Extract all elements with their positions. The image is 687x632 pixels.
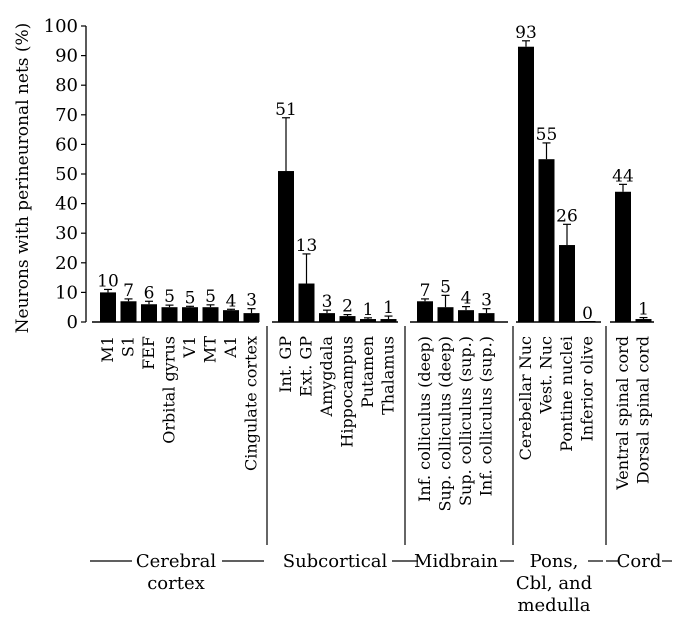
data-label: 55 bbox=[536, 125, 558, 145]
bar bbox=[518, 46, 534, 322]
bar bbox=[417, 301, 433, 322]
bar bbox=[478, 313, 495, 322]
data-label: 13 bbox=[296, 236, 318, 256]
group-label: Cerebral bbox=[136, 551, 217, 572]
category-label: Sup. colliculus (sup.) bbox=[456, 336, 475, 506]
data-label: 1 bbox=[638, 300, 649, 320]
data-label: 7 bbox=[420, 281, 431, 301]
bar bbox=[120, 301, 137, 322]
data-label: 1 bbox=[383, 298, 394, 318]
bar bbox=[319, 313, 335, 322]
category-label: Ext. GP bbox=[297, 336, 316, 397]
bar bbox=[278, 171, 294, 322]
y-tick-label: 90 bbox=[55, 46, 78, 67]
category-label: A1 bbox=[221, 336, 240, 359]
category-label: Putamen bbox=[358, 336, 377, 408]
y-tick-label: 40 bbox=[55, 194, 78, 215]
data-label: 44 bbox=[612, 166, 634, 186]
category-label: Hippocampus bbox=[338, 336, 357, 448]
category-label: Cerebellar Nuc bbox=[516, 336, 535, 460]
category-label: Orbital gyrus bbox=[160, 336, 179, 444]
y-tick-label: 50 bbox=[55, 164, 78, 185]
bar bbox=[458, 310, 474, 322]
bar bbox=[360, 319, 376, 322]
bar bbox=[635, 319, 652, 322]
bars-layer bbox=[100, 40, 652, 322]
y-tick-label: 10 bbox=[55, 282, 78, 303]
data-label: 3 bbox=[481, 291, 492, 311]
data-label: 7 bbox=[123, 281, 134, 301]
group-label: Cbl, and bbox=[516, 573, 592, 594]
category-label: V1 bbox=[180, 336, 199, 359]
bar bbox=[182, 307, 198, 322]
group-label: cortex bbox=[147, 573, 205, 594]
group-label: Subcortical bbox=[283, 551, 388, 572]
data-label: 93 bbox=[515, 23, 537, 43]
bar bbox=[579, 321, 596, 322]
category-label: Inf. colliculus (sup.) bbox=[477, 336, 496, 496]
bar bbox=[339, 316, 356, 322]
category-label: M1 bbox=[98, 336, 117, 363]
group-label: Midbrain bbox=[414, 551, 498, 572]
bar bbox=[141, 304, 157, 322]
data-label: 3 bbox=[246, 291, 257, 311]
category-label: Dorsal spinal cord bbox=[634, 336, 653, 484]
data-label: 4 bbox=[226, 291, 237, 311]
category-label: S1 bbox=[119, 336, 138, 357]
category-label: Inf. colliculus (deep) bbox=[415, 336, 434, 502]
group-label: medulla bbox=[517, 595, 590, 616]
bar bbox=[223, 310, 239, 322]
data-label: 3 bbox=[322, 292, 333, 312]
bar bbox=[615, 191, 631, 322]
category-label: Pontine nuclei bbox=[557, 336, 576, 452]
category-label: Int. GP bbox=[276, 336, 295, 393]
data-label: 2 bbox=[342, 297, 353, 317]
data-label: 5 bbox=[205, 287, 216, 307]
y-tick-label: 70 bbox=[55, 105, 78, 126]
category-label: FEF bbox=[139, 336, 158, 370]
y-tick-label: 0 bbox=[67, 312, 78, 333]
bar bbox=[161, 307, 178, 322]
category-label: MT bbox=[201, 336, 220, 363]
bar bbox=[437, 307, 454, 322]
bar bbox=[559, 245, 575, 322]
y-tick-label: 30 bbox=[55, 223, 78, 244]
y-axis-label: Neurons with perineuronal nets (%) bbox=[13, 23, 33, 334]
data-label: 6 bbox=[144, 283, 155, 303]
group-label: Cord bbox=[617, 551, 662, 572]
category-label: Ventral spinal cord bbox=[613, 336, 632, 491]
bar bbox=[298, 283, 315, 322]
category-label: Inferior olive bbox=[578, 336, 597, 442]
data-label: 0 bbox=[582, 304, 593, 324]
data-label: 4 bbox=[461, 289, 472, 309]
data-label: 1 bbox=[363, 300, 374, 320]
y-tick-label: 20 bbox=[55, 253, 78, 274]
data-label: 10 bbox=[97, 271, 119, 291]
data-label: 5 bbox=[164, 287, 175, 307]
category-label: Amygdala bbox=[317, 336, 336, 418]
y-tick-label: 80 bbox=[55, 75, 78, 96]
group-label: Pons, bbox=[530, 551, 579, 572]
category-label: Vest. Nuc bbox=[537, 336, 556, 415]
bar bbox=[100, 292, 116, 322]
data-label: 26 bbox=[556, 206, 578, 226]
category-label: Cingulate cortex bbox=[242, 336, 261, 471]
bar bbox=[243, 313, 260, 322]
category-label: Sup. colliculus (deep) bbox=[436, 336, 455, 512]
data-label: 5 bbox=[185, 288, 196, 308]
bar bbox=[538, 159, 555, 322]
data-label: 5 bbox=[440, 277, 451, 297]
y-tick-label: 100 bbox=[44, 16, 78, 37]
bar bbox=[202, 307, 219, 322]
category-label: Thalamus bbox=[379, 336, 398, 415]
bar bbox=[380, 319, 397, 322]
y-tick-label: 60 bbox=[55, 134, 78, 155]
data-label: 51 bbox=[275, 100, 297, 120]
